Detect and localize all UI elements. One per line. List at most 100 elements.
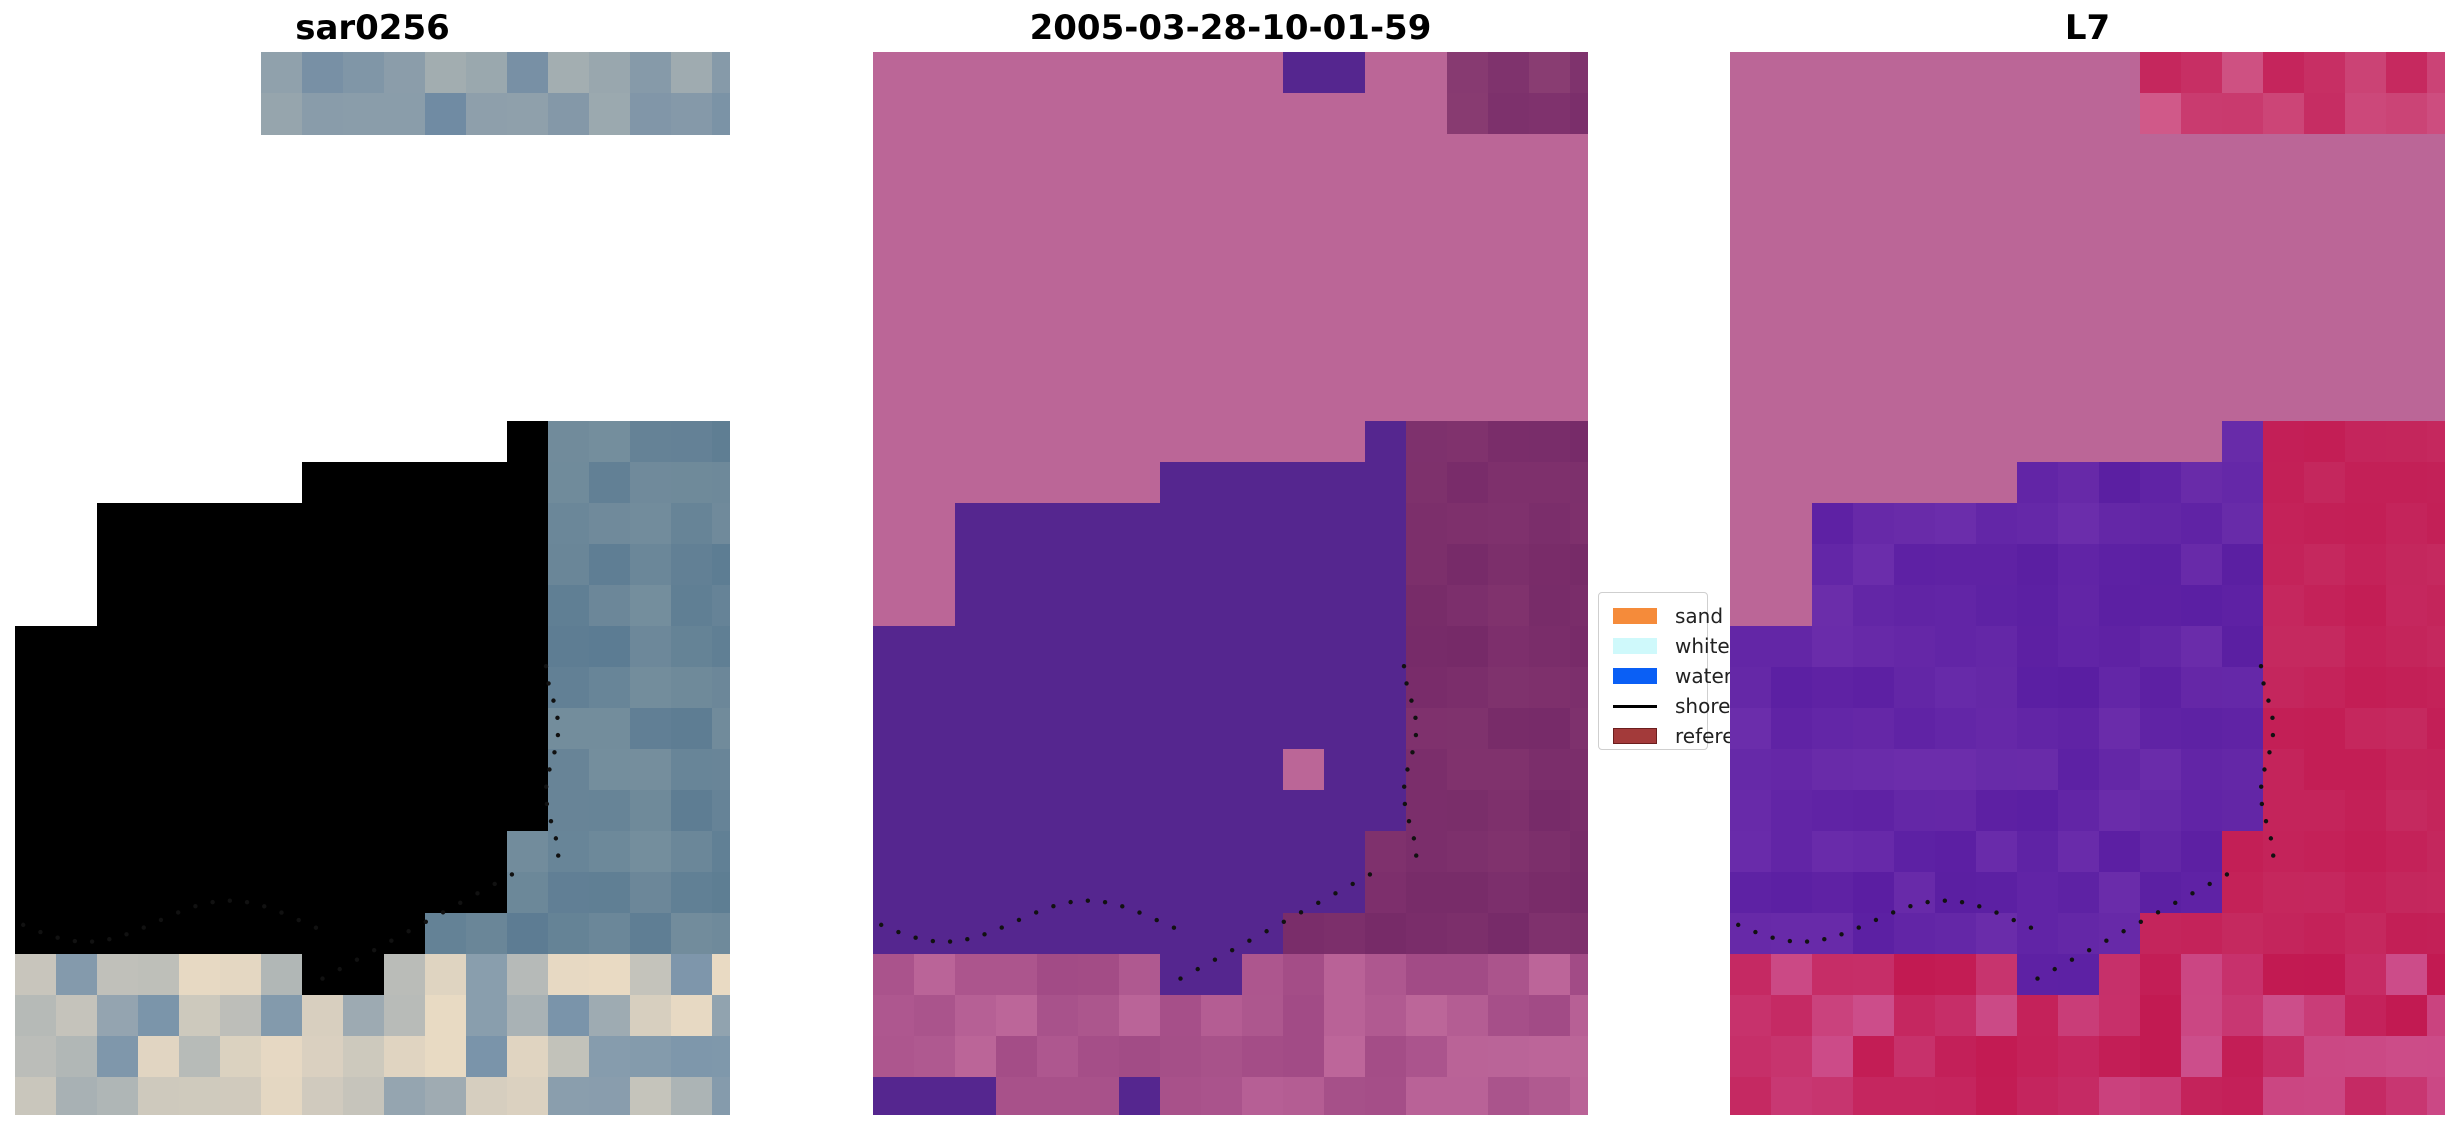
image-pixel bbox=[1324, 257, 1366, 299]
image-pixel bbox=[1894, 790, 1936, 832]
shoreline-point bbox=[553, 836, 559, 841]
image-pixel bbox=[1242, 134, 1284, 176]
image-pixel bbox=[996, 93, 1038, 135]
image-pixel bbox=[2099, 872, 2141, 914]
image-pixel bbox=[138, 790, 180, 832]
image-pixel bbox=[2427, 749, 2445, 791]
image-pixel bbox=[2099, 503, 2141, 545]
image-pixel bbox=[1771, 544, 1813, 586]
shoreline-point bbox=[879, 922, 884, 928]
shoreline-point bbox=[1264, 929, 1269, 934]
image-pixel bbox=[384, 913, 426, 955]
image-pixel bbox=[1570, 831, 1588, 873]
image-pixel bbox=[507, 954, 549, 996]
image-pixel bbox=[1488, 503, 1530, 545]
image-pixel bbox=[425, 708, 467, 750]
image-pixel bbox=[466, 749, 508, 791]
image-pixel bbox=[2099, 708, 2141, 750]
image-pixel bbox=[873, 93, 915, 135]
image-pixel bbox=[261, 995, 303, 1037]
image-pixel bbox=[1771, 585, 1813, 627]
image-pixel bbox=[1730, 1036, 1772, 1078]
image-pixel bbox=[1894, 462, 1936, 504]
image-pixel bbox=[712, 462, 730, 504]
image-pixel bbox=[955, 52, 997, 94]
shoreline-point bbox=[2011, 917, 2016, 923]
image-pixel bbox=[2304, 626, 2346, 668]
image-pixel bbox=[1529, 831, 1571, 873]
image-pixel bbox=[1447, 175, 1489, 217]
image-pixel bbox=[1730, 93, 1772, 135]
shoreline-point bbox=[1137, 910, 1142, 915]
image-pixel bbox=[261, 872, 303, 914]
image-pixel bbox=[1730, 1077, 1772, 1115]
shoreline-point bbox=[1298, 910, 1304, 915]
image-pixel bbox=[384, 1036, 426, 1078]
image-pixel bbox=[1488, 257, 1530, 299]
image-pixel bbox=[343, 626, 385, 668]
image-pixel bbox=[1160, 421, 1202, 463]
shoreline-point bbox=[354, 957, 360, 962]
image-pixel bbox=[996, 134, 1038, 176]
image-pixel bbox=[56, 995, 98, 1037]
image-pixel bbox=[466, 872, 508, 914]
shoreline-point bbox=[543, 663, 549, 669]
image-pixel bbox=[1201, 872, 1243, 914]
image-pixel bbox=[2345, 421, 2387, 463]
image-pixel bbox=[425, 93, 467, 135]
image-pixel bbox=[2222, 585, 2264, 627]
image-pixel bbox=[712, 52, 730, 94]
image-pixel bbox=[1406, 1077, 1448, 1115]
image-pixel bbox=[2304, 503, 2346, 545]
image-pixel bbox=[2099, 52, 2141, 94]
image-pixel bbox=[914, 708, 956, 750]
image-pixel bbox=[302, 585, 344, 627]
shoreline-point bbox=[279, 910, 284, 915]
shoreline-point bbox=[2270, 732, 2276, 738]
image-pixel bbox=[56, 913, 98, 955]
image-pixel bbox=[138, 749, 180, 791]
mndwi-image bbox=[1730, 52, 2445, 1115]
image-pixel bbox=[1406, 462, 1448, 504]
image-pixel bbox=[671, 749, 713, 791]
image-pixel bbox=[1730, 585, 1772, 627]
image-pixel bbox=[630, 1077, 672, 1115]
image-pixel bbox=[1935, 544, 1977, 586]
shoreline-point bbox=[1409, 698, 1414, 703]
image-pixel bbox=[996, 626, 1038, 668]
image-pixel bbox=[2058, 462, 2100, 504]
image-pixel bbox=[1812, 544, 1854, 586]
image-pixel bbox=[220, 913, 262, 955]
image-pixel bbox=[1976, 421, 2018, 463]
image-pixel bbox=[1160, 1077, 1202, 1115]
image-pixel bbox=[1160, 913, 1202, 955]
image-pixel bbox=[1406, 93, 1448, 135]
image-pixel bbox=[2345, 216, 2387, 258]
image-pixel bbox=[261, 1036, 303, 1078]
image-pixel bbox=[630, 749, 672, 791]
image-pixel bbox=[1119, 1036, 1161, 1078]
image-pixel bbox=[1365, 175, 1407, 217]
image-pixel bbox=[2058, 503, 2100, 545]
image-pixel bbox=[1160, 93, 1202, 135]
image-pixel bbox=[425, 626, 467, 668]
image-pixel bbox=[2099, 667, 2141, 709]
shoreline-point bbox=[2069, 957, 2075, 962]
image-pixel bbox=[955, 1077, 997, 1115]
image-pixel bbox=[1935, 831, 1977, 873]
image-pixel bbox=[425, 585, 467, 627]
image-pixel bbox=[343, 708, 385, 750]
image-pixel bbox=[2304, 544, 2346, 586]
image-pixel bbox=[1119, 913, 1161, 955]
image-pixel bbox=[873, 626, 915, 668]
image-pixel bbox=[261, 667, 303, 709]
image-pixel bbox=[1160, 1036, 1202, 1078]
image-pixel bbox=[1529, 216, 1571, 258]
image-pixel bbox=[1283, 503, 1325, 545]
image-pixel bbox=[2427, 708, 2445, 750]
image-pixel bbox=[1160, 380, 1202, 422]
image-pixel bbox=[1242, 872, 1284, 914]
image-pixel bbox=[1853, 831, 1895, 873]
image-pixel bbox=[2263, 257, 2305, 299]
image-pixel bbox=[2263, 339, 2305, 381]
